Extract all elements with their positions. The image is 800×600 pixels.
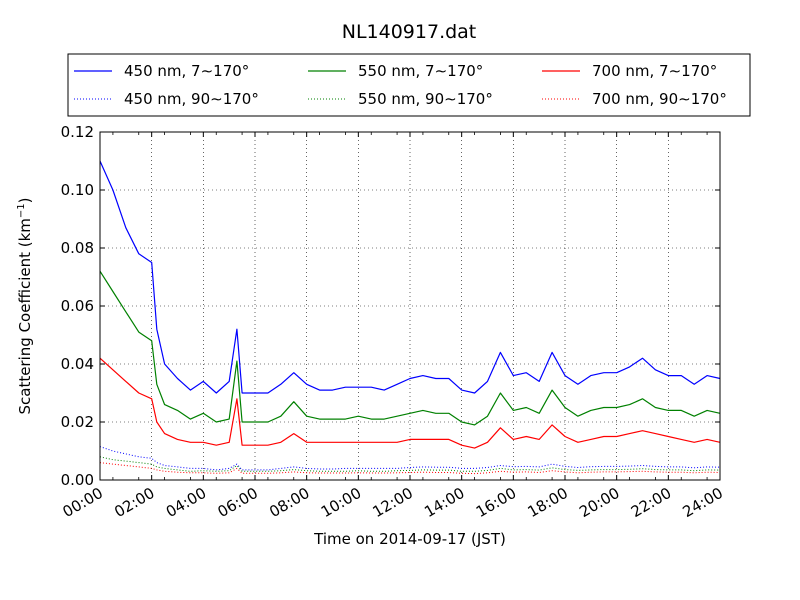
series-line	[99, 270, 721, 426]
x-tick-label: 14:00	[421, 484, 467, 521]
series-line	[99, 357, 721, 449]
x-tick-label: 06:00	[215, 484, 261, 521]
y-tick-label: 0.06	[61, 297, 94, 315]
series-layer	[99, 160, 721, 475]
x-tick-label: 04:00	[163, 484, 209, 521]
x-tick-label: 10:00	[318, 484, 364, 521]
series-line	[99, 456, 721, 472]
x-tick-label: 00:00	[60, 484, 106, 521]
grid	[100, 132, 720, 480]
series-line	[99, 462, 721, 475]
series-line	[99, 160, 721, 394]
x-tick-label: 16:00	[473, 484, 519, 521]
legend-label: 700 nm, 90∼170°	[592, 90, 727, 108]
y-tick-label: 0.04	[61, 355, 94, 373]
legend-label: 700 nm, 7∼170°	[592, 62, 717, 80]
x-tick-label: 02:00	[111, 484, 157, 521]
y-tick-label: 0.12	[61, 123, 94, 141]
y-axis-label-main: Scattering Coefficient (km	[16, 218, 34, 414]
y-axis-label-sup: −1	[16, 203, 27, 218]
legend-label: 450 nm, 90∼170°	[124, 90, 259, 108]
chart-title: NL140917.dat	[342, 21, 477, 43]
x-tick-label: 20:00	[576, 484, 622, 521]
x-tick-label: 22:00	[628, 484, 674, 521]
y-axis-label: Scattering Coefficient (km−1)	[16, 197, 34, 414]
series-line	[99, 446, 721, 471]
x-tick-label: 12:00	[370, 484, 416, 521]
y-tick-label: 0.02	[61, 413, 94, 431]
x-tick-label: 08:00	[266, 484, 312, 521]
legend-label: 450 nm, 7∼170°	[124, 62, 249, 80]
x-tick-label: 24:00	[680, 484, 726, 521]
y-tick-label: 0.10	[61, 181, 94, 199]
x-tick-label: 18:00	[525, 484, 571, 521]
legend-label: 550 nm, 7∼170°	[358, 62, 483, 80]
ticks: 00:00 02:00 04:00 06:00 08:00 10:00 12:00 14:00…	[60, 123, 726, 521]
legend-label: 550 nm, 90∼170°	[358, 90, 493, 108]
y-tick-label: 0.08	[61, 239, 94, 257]
y-axis-label-close: )	[16, 197, 34, 203]
y-tick-label: 0.00	[61, 471, 94, 489]
legend-box	[67, 53, 751, 117]
x-axis-label: Time on 2014-09-17 (JST)	[313, 530, 506, 548]
legend: 450 nm, 7∼170° 450 nm, 90∼170° 550 nm, 7∼1…	[67, 53, 751, 117]
